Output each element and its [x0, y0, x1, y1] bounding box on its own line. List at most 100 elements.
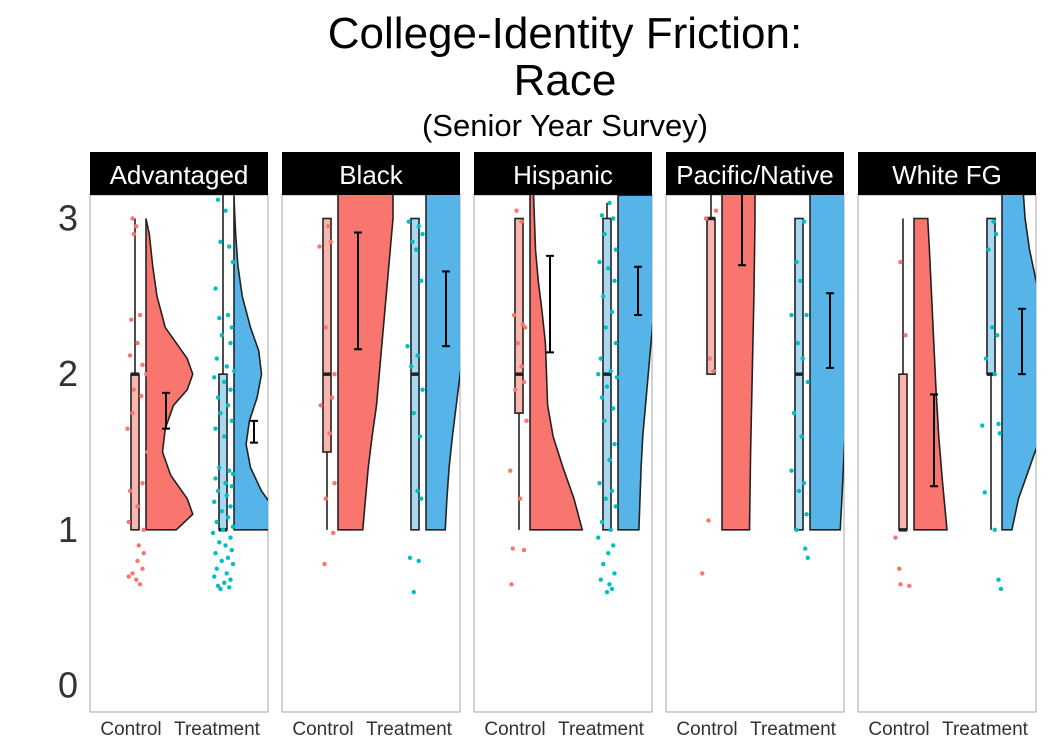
control-point [327, 431, 332, 436]
chart-title-line-2: Race [514, 56, 617, 105]
control-point [129, 317, 134, 322]
facet-strip [90, 152, 268, 195]
treatment-point [611, 216, 616, 221]
treatment-point [225, 403, 231, 408]
control-point [331, 530, 336, 536]
treatment-point [227, 244, 232, 249]
treatment-density [617, 195, 652, 531]
treatment-point [604, 589, 610, 595]
treatment-density [233, 195, 268, 531]
treatment-point [608, 527, 613, 533]
treatment-point [614, 375, 620, 380]
treatment-point [228, 577, 233, 582]
treatment-point [996, 577, 1001, 582]
treatment-point [232, 368, 237, 374]
x-tick-label-treatment: Treatment [174, 719, 261, 740]
treatment-point [406, 219, 411, 224]
control-point [511, 312, 517, 318]
control-point [140, 362, 145, 368]
treatment-point [223, 543, 228, 548]
control-point [135, 558, 140, 564]
treatment-point [224, 364, 229, 369]
control-box [706, 217, 716, 375]
treatment-point [986, 247, 991, 252]
control-box [514, 217, 524, 414]
treatment-point [613, 247, 618, 252]
treatment-point [225, 515, 231, 520]
x-tick-label-control: Control [292, 719, 353, 740]
treatment-density [1001, 195, 1036, 531]
control-point [519, 219, 524, 224]
control-point [141, 527, 146, 533]
treatment-point [215, 197, 221, 203]
treatment-point [222, 580, 227, 585]
control-density [913, 217, 948, 531]
x-tick-label-control: Control [868, 719, 929, 740]
treatment-point [803, 546, 808, 551]
control-density [529, 195, 584, 531]
treatment-point [215, 395, 221, 400]
treatment-point [411, 410, 416, 416]
treatment-point [414, 247, 419, 252]
treatment-point [602, 418, 607, 424]
treatment-point [995, 333, 1000, 338]
control-point [140, 566, 145, 571]
treatment-point [213, 426, 218, 431]
treatment-point [611, 406, 616, 411]
treatment-point [597, 480, 602, 486]
x-tick-label-control: Control [100, 719, 161, 740]
treatment-point [598, 356, 603, 361]
treatment-point [230, 471, 236, 476]
control-point [508, 468, 513, 473]
control-point [130, 410, 135, 416]
treatment-point [607, 200, 612, 206]
control-point [139, 393, 144, 399]
treatment-point [613, 504, 618, 509]
treatment-point [804, 512, 809, 517]
control-density [145, 218, 194, 531]
control-point [898, 582, 903, 587]
facet-strip-label: Black [339, 160, 404, 190]
treatment-point [612, 278, 617, 283]
panel-plot-area [317, 195, 460, 595]
control-point [137, 582, 143, 587]
control-box [898, 373, 908, 531]
treatment-point [222, 434, 227, 439]
treatment-point [228, 535, 233, 540]
treatment-point [801, 480, 807, 486]
control-point [137, 312, 143, 318]
treatment-point [983, 356, 989, 361]
treatment-point [224, 493, 229, 498]
control-point [514, 208, 519, 213]
treatment-point [215, 488, 221, 494]
treatment-point [213, 476, 218, 481]
control-point [144, 371, 149, 377]
treatment-point [789, 312, 794, 318]
control-point [127, 353, 133, 358]
treatment-point [229, 547, 234, 553]
treatment-point [993, 231, 999, 237]
treatment-point [416, 224, 421, 229]
treatment-point [219, 508, 224, 514]
control-point [130, 216, 135, 221]
control-point [706, 518, 711, 523]
treatment-point [599, 519, 605, 525]
treatment-point [230, 524, 236, 529]
control-point [126, 574, 131, 579]
treatment-point [229, 484, 234, 489]
facet-panel: White FG Control Treatment [857, 152, 1037, 740]
control-point [521, 547, 527, 553]
facet-strip [282, 152, 460, 195]
treatment-point [599, 213, 605, 218]
treatment-point [227, 468, 232, 473]
treatment-point [228, 340, 233, 346]
control-point [322, 561, 327, 567]
control-point [323, 496, 328, 501]
treatment-point [214, 519, 219, 525]
control-point [317, 244, 322, 249]
control-point [145, 449, 150, 455]
treatment-point [219, 333, 224, 338]
facet-strip [666, 152, 844, 195]
control-point [332, 480, 337, 486]
